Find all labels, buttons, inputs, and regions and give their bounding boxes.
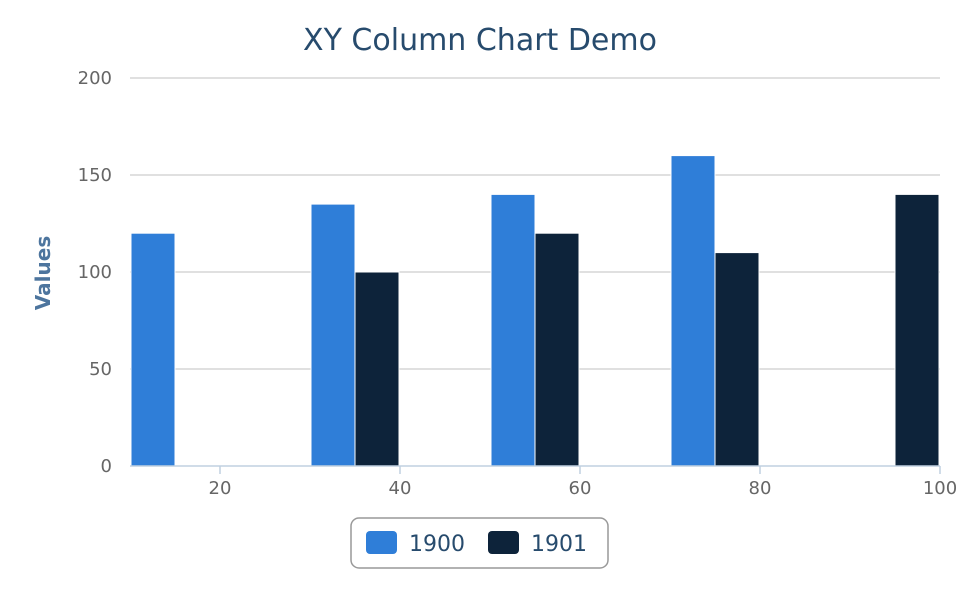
legend-swatch-1901[interactable]: [488, 531, 519, 554]
bar-1900-15: [130, 232, 176, 467]
legend: 1900 1901: [350, 517, 609, 569]
legend-swatch-1900[interactable]: [366, 531, 397, 554]
y-axis-title: Values: [31, 236, 55, 310]
bar-1900-55: [490, 193, 536, 467]
y-tick-label: 200: [78, 68, 112, 89]
x-tick-label: 40: [389, 478, 412, 499]
y-tick-label: 150: [78, 165, 112, 186]
x-tick-label: 60: [569, 478, 592, 499]
bar-1901-75: [714, 252, 760, 467]
legend-label-1901[interactable]: 1901: [531, 532, 587, 557]
y-tick-label: 50: [89, 359, 112, 380]
bar-1900-75: [670, 155, 716, 467]
x-tick-label: 20: [209, 478, 232, 499]
y-tick-label: 0: [101, 456, 112, 477]
y-tick-label: 100: [78, 262, 112, 283]
legend-box: [350, 517, 609, 569]
bar-1900-35: [310, 203, 356, 467]
bar-1901-95: [894, 193, 940, 467]
legend-label-1900[interactable]: 1900: [409, 532, 465, 557]
bars-layer: [130, 155, 940, 467]
x-tick-label: 100: [923, 478, 957, 499]
x-tick-label: 80: [749, 478, 772, 499]
bar-1901-35: [354, 271, 400, 467]
chart-title: XY Column Chart Demo: [303, 23, 657, 58]
bar-1901-55: [534, 232, 580, 467]
axis-layer: 0 50 100 150 200 20 40 60 80 100: [78, 68, 958, 499]
